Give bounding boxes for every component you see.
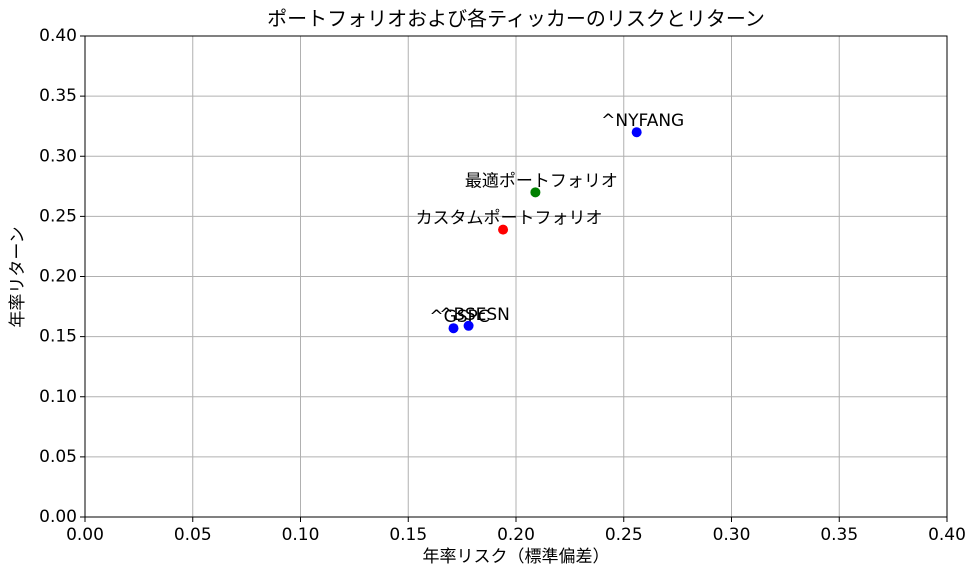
y-tick-label: 0.40 — [39, 26, 77, 46]
y-tick-label: 0.30 — [39, 146, 77, 166]
chart-title: ポートフォリオおよび各ティッカーのリスクとリターン — [267, 7, 765, 31]
plot-frame — [84, 35, 948, 518]
y-tick-label: 0.00 — [39, 507, 77, 527]
y-tick-label: 0.20 — [39, 267, 77, 287]
x-tick-label: 0.40 — [928, 525, 966, 545]
x-tick-label: 0.35 — [820, 525, 858, 545]
x-tick-label: 0.00 — [66, 525, 104, 545]
point — [498, 224, 509, 235]
point — [530, 187, 541, 198]
point-label: カスタムポートフォリオ — [416, 209, 603, 229]
x-tick-label: 0.10 — [282, 525, 320, 545]
x-tick-label: 0.15 — [389, 525, 427, 545]
point-label: ^GSPC — [429, 307, 489, 327]
y-tick-label: 0.05 — [39, 447, 77, 467]
x-tick-label: 0.25 — [605, 525, 643, 545]
x-axis-label: 年率リスク（標準偏差） — [423, 547, 610, 567]
y-tick-label: 0.10 — [39, 387, 77, 407]
point-label: 最適ポートフォリオ — [465, 171, 618, 191]
y-tick-label: 0.35 — [39, 86, 77, 106]
point — [631, 127, 642, 138]
point — [463, 320, 474, 331]
point — [448, 323, 459, 334]
x-tick-label: 0.05 — [174, 525, 212, 545]
x-tick-label: 0.20 — [497, 525, 535, 545]
y-axis-label: 年率リターン — [8, 226, 28, 327]
y-tick-label: 0.25 — [39, 206, 77, 226]
point-label: ^BSESN — [439, 305, 510, 325]
x-tick-label: 0.30 — [713, 525, 751, 545]
y-tick-label: 0.15 — [39, 327, 77, 347]
point-label: ^NYFANG — [601, 111, 684, 131]
